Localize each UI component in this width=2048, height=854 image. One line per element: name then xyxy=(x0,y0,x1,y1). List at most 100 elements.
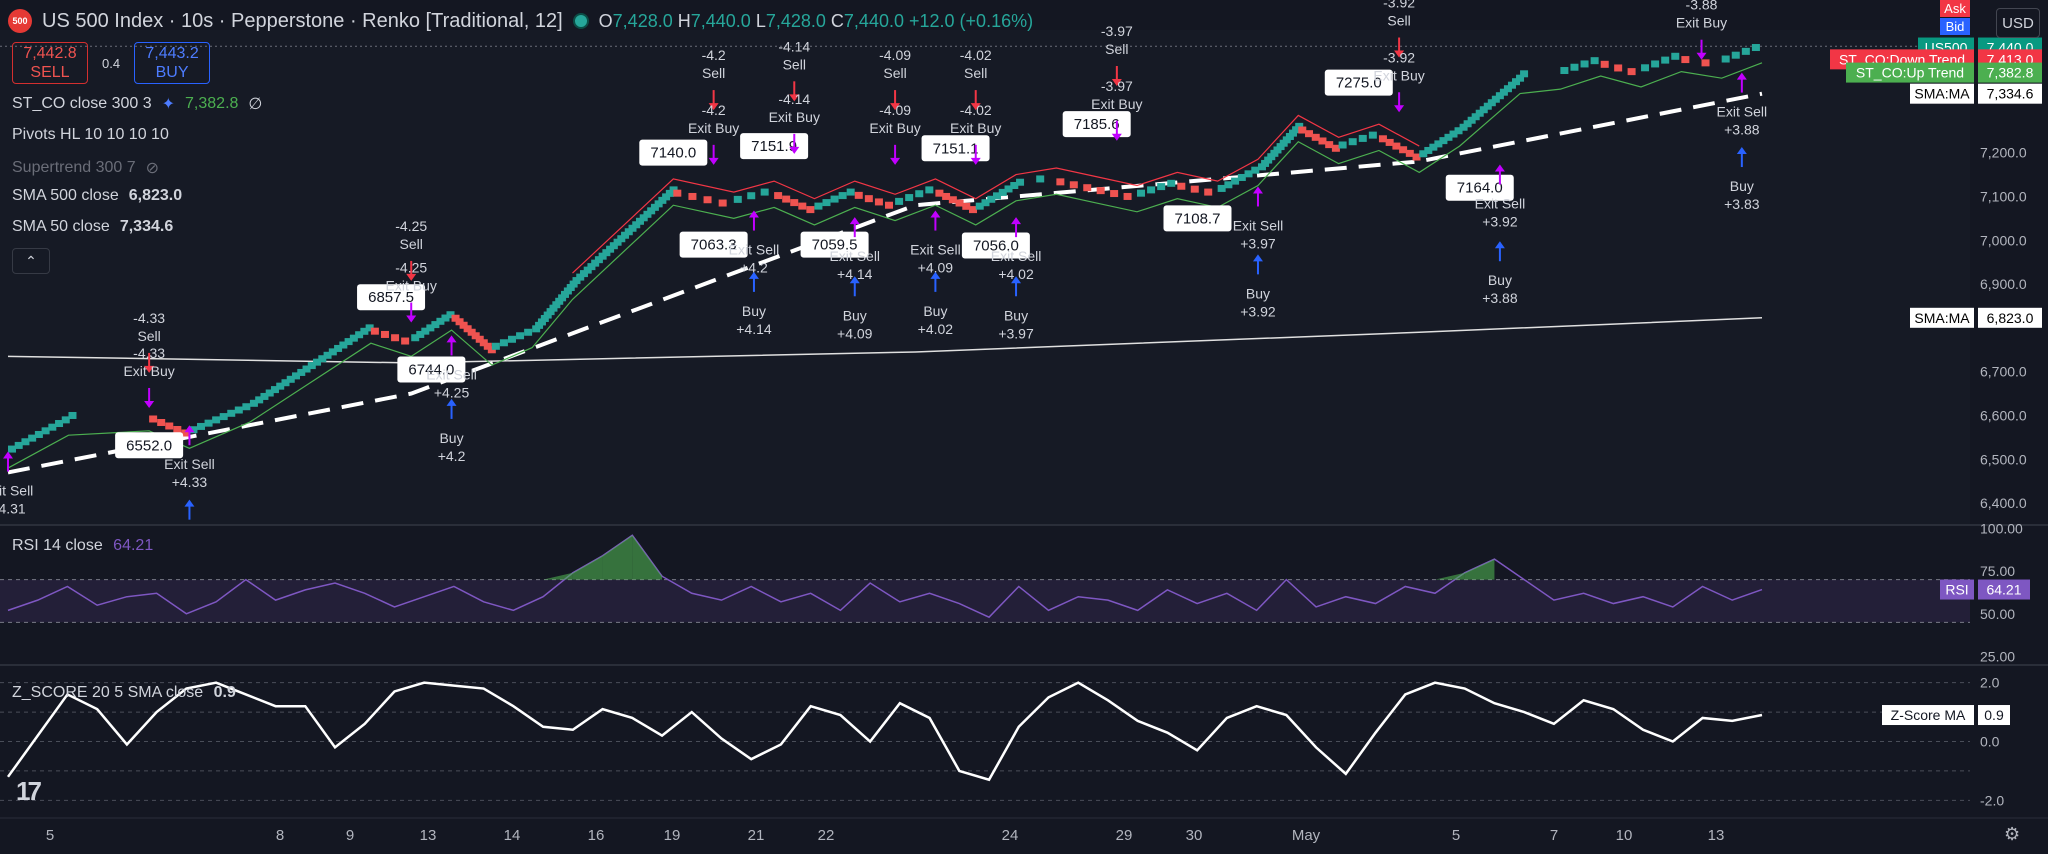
price-tag-value-box xyxy=(1978,62,2042,83)
signal-label: +4.14 xyxy=(736,321,772,337)
signal-label: Sell xyxy=(137,328,160,344)
signal-label: -4.25 xyxy=(395,260,427,276)
rsi-y-tick: 50.00 xyxy=(1980,606,2015,622)
renko-brick xyxy=(790,199,799,207)
rsi-tag-value: 64.21 xyxy=(1986,582,2021,598)
signal-arrowhead xyxy=(406,273,417,281)
renko-brick xyxy=(391,334,400,342)
signal-arrowhead xyxy=(1252,254,1263,262)
price-tag-name-box xyxy=(1846,62,1974,83)
st-co-settings-icon[interactable]: ✦ xyxy=(161,96,176,113)
buy-button[interactable]: 7,443.2 BUY xyxy=(134,42,211,84)
signal-arrowhead xyxy=(849,217,860,225)
renko-brick xyxy=(1475,109,1484,117)
ohlc-readout: O7,428.0 H7,440.0 L7,428.0 C7,440.0 +12.… xyxy=(599,11,1033,32)
signal-arrowhead xyxy=(890,103,901,111)
renko-brick xyxy=(21,438,30,446)
renko-brick xyxy=(68,411,77,419)
x-tick-label: 5 xyxy=(46,827,54,844)
renko-brick xyxy=(1641,64,1650,72)
renko-brick xyxy=(998,188,1007,196)
renko-brick xyxy=(318,355,327,363)
renko-brick xyxy=(286,375,295,383)
signal-arrowhead xyxy=(1494,241,1505,249)
renko-brick xyxy=(1419,150,1428,158)
zscore-legend[interactable]: Z_SCORE 20 5 SMA close 0.9 xyxy=(12,684,236,702)
legend-sma50-value: 7,334.6 xyxy=(119,218,174,235)
signal-arrowhead xyxy=(144,400,155,408)
renko-brick xyxy=(426,324,435,332)
hidden-eye-icon[interactable]: ⊘ xyxy=(145,160,160,177)
legend-pivots[interactable]: Pivots HL 10 10 10 10 xyxy=(12,126,169,144)
close-value: 7,440.0 xyxy=(843,10,904,31)
renko-brick xyxy=(302,365,311,373)
signal-label: +4.09 xyxy=(837,325,873,341)
x-tick-label: 8 xyxy=(276,827,284,844)
high-label: H xyxy=(677,10,691,31)
renko-brick xyxy=(1069,181,1078,189)
renko-brick xyxy=(204,419,213,427)
renko-brick xyxy=(487,346,496,354)
renko-brick xyxy=(1311,133,1320,141)
signal-label: Exit Sell xyxy=(729,242,780,258)
symbol-title[interactable]: US 500 Index · 10s · Pepperstone · Renko… xyxy=(42,9,563,32)
renko-brick xyxy=(1378,135,1387,143)
collapse-legend-button[interactable]: ⌃ xyxy=(12,248,50,274)
signal-arrowhead xyxy=(144,365,155,373)
signal-label: +3.88 xyxy=(1482,290,1518,306)
x-tick-label: 16 xyxy=(588,827,605,844)
legend-st-co[interactable]: ST_CO close 300 3 ✦ 7,382.8 ∅ xyxy=(12,94,262,114)
currency-select[interactable]: USD xyxy=(1996,8,2040,38)
zscore-y-tick: -2.0 xyxy=(1980,792,2004,808)
signal-label: Exit Buy xyxy=(1676,15,1727,31)
signal-label: Buy xyxy=(1004,307,1028,323)
rsi-legend[interactable]: RSI 14 close 64.21 xyxy=(12,537,153,555)
legend-sma50[interactable]: SMA 50 close 7,334.6 xyxy=(12,218,173,236)
pivot-label: 7275.0 xyxy=(1336,75,1382,92)
signal-arrowhead xyxy=(1494,164,1505,172)
buy-label: BUY xyxy=(155,64,189,81)
renko-brick xyxy=(1627,68,1636,76)
renko-brick xyxy=(260,392,269,400)
renko-brick xyxy=(1651,60,1660,68)
renko-brick xyxy=(948,196,957,204)
renko-brick xyxy=(212,416,221,424)
renko-brick xyxy=(981,199,990,207)
signal-arrowhead xyxy=(1736,147,1747,155)
renko-brick xyxy=(993,192,1002,200)
renko-brick xyxy=(1454,127,1463,135)
renko-brick xyxy=(1614,64,1623,72)
signal-label: Sell xyxy=(400,236,423,252)
sell-button[interactable]: 7,442.8 SELL xyxy=(12,42,88,84)
tradingview-logo: 17 xyxy=(16,776,42,806)
signal-label: Exit Sell xyxy=(164,456,215,472)
renko-brick xyxy=(436,317,445,325)
pivot-label: 6857.5 xyxy=(368,289,414,306)
signal-label: Exit Buy xyxy=(688,120,739,136)
renko-brick xyxy=(339,341,348,349)
pivot-label-box xyxy=(1445,174,1514,201)
renko-brick xyxy=(1444,133,1453,141)
renko-brick xyxy=(1721,55,1730,63)
renko-brick xyxy=(1741,47,1750,55)
renko-brick xyxy=(467,328,476,336)
y-tick-label: 7,200.0 xyxy=(1980,145,2027,161)
renko-brick xyxy=(1487,99,1496,107)
renko-brick xyxy=(955,199,964,207)
gear-icon[interactable]: ⚙ xyxy=(2004,824,2021,844)
sell-price: 7,442.8 xyxy=(23,45,77,62)
legend-sma500[interactable]: SMA 500 close 6,823.0 xyxy=(12,187,182,205)
renko-brick xyxy=(1318,137,1327,145)
renko-brick xyxy=(1298,126,1307,134)
signal-label: -4.2 xyxy=(702,102,726,118)
renko-brick xyxy=(1056,178,1065,186)
renko-brick xyxy=(323,351,332,359)
rsi-overbought-fill xyxy=(1434,572,1465,580)
rsi-tag-name-box xyxy=(1940,579,1974,600)
legend-supertrend[interactable]: Supertrend 300 7 ⊘ xyxy=(12,158,159,178)
signal-label: -4.14 xyxy=(778,91,810,107)
renko-brick xyxy=(1231,177,1240,185)
renko-brick xyxy=(61,416,70,424)
renko-brick xyxy=(874,198,883,206)
